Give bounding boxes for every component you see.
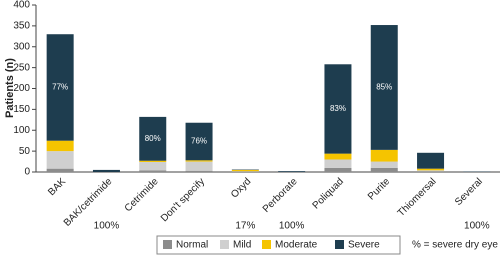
bar-segment bbox=[370, 167, 398, 172]
percent-label: 83% bbox=[330, 104, 346, 113]
bar-segment bbox=[324, 167, 352, 172]
bar-segment bbox=[46, 151, 74, 169]
percent-label: 100% bbox=[464, 221, 490, 232]
y-tick-label: 250 bbox=[13, 62, 30, 73]
bar-segment bbox=[185, 160, 213, 162]
y-tick-label: 0 bbox=[24, 167, 30, 178]
y-tick-label: 100 bbox=[13, 125, 30, 136]
percent-label: 85% bbox=[376, 83, 392, 92]
percent-label: 77% bbox=[52, 83, 68, 92]
legend-swatch bbox=[220, 240, 229, 249]
bar-segment bbox=[139, 161, 167, 171]
bar-segment bbox=[278, 171, 306, 172]
percent-label: 80% bbox=[145, 134, 161, 143]
bar-segment bbox=[46, 140, 74, 152]
y-tick-label: 200 bbox=[13, 83, 30, 94]
legend-swatch bbox=[335, 240, 344, 249]
legend-label: Severe bbox=[348, 240, 380, 251]
x-tick-label: Thiomersal bbox=[396, 176, 439, 219]
bar-segment bbox=[139, 170, 167, 172]
footnote: % = severe dry eye bbox=[412, 240, 498, 251]
bar-segment bbox=[46, 34, 74, 141]
legend-swatch bbox=[262, 240, 271, 249]
bar-segment bbox=[139, 160, 167, 162]
x-tick-label: Perborate bbox=[261, 176, 300, 215]
legend-box bbox=[156, 235, 401, 255]
x-tick-label: Poliquad bbox=[311, 176, 346, 211]
percent-label: 100% bbox=[94, 221, 120, 232]
y-tick-label: 400 bbox=[13, 0, 30, 11]
legend-label: Moderate bbox=[275, 240, 318, 251]
x-tick-label: Several bbox=[453, 176, 485, 208]
bar-segment bbox=[417, 171, 445, 172]
bar-segment bbox=[417, 168, 445, 171]
bar-segment bbox=[231, 169, 259, 172]
x-tick-label: BAK bbox=[46, 176, 68, 198]
bar-segment bbox=[417, 170, 445, 172]
percent-label: 17% bbox=[235, 221, 255, 232]
bar-segment bbox=[185, 161, 213, 171]
percent-label: 76% bbox=[191, 137, 207, 146]
bar-segment bbox=[417, 152, 445, 169]
y-tick-label: 150 bbox=[13, 104, 30, 115]
x-tick-label: Purite bbox=[366, 176, 393, 203]
y-tick-label: 50 bbox=[19, 146, 31, 157]
legend-label: Mild bbox=[233, 240, 251, 251]
bar-segment bbox=[185, 170, 213, 172]
bar-segment bbox=[92, 169, 120, 172]
bar-segment bbox=[370, 149, 398, 162]
bar-segment bbox=[324, 153, 352, 160]
x-tick-label: Cetrimide bbox=[123, 176, 161, 214]
legend-swatch bbox=[163, 240, 172, 249]
bar-segment bbox=[185, 122, 213, 161]
bar-segment bbox=[370, 25, 398, 150]
y-tick-label: 300 bbox=[13, 41, 30, 52]
bar-segment bbox=[46, 168, 74, 172]
bar-segment bbox=[370, 161, 398, 168]
bar-segment bbox=[139, 116, 167, 161]
x-tick-label: Don't specify bbox=[159, 176, 207, 224]
percent-label: 100% bbox=[279, 221, 305, 232]
y-tick-label: 350 bbox=[13, 21, 30, 32]
bar-segment bbox=[324, 64, 352, 154]
x-tick-label: Oxyd bbox=[229, 176, 253, 200]
y-axis-label: Patients (n) bbox=[4, 58, 16, 118]
legend-label: Normal bbox=[176, 240, 208, 251]
bar-segment bbox=[324, 159, 352, 168]
